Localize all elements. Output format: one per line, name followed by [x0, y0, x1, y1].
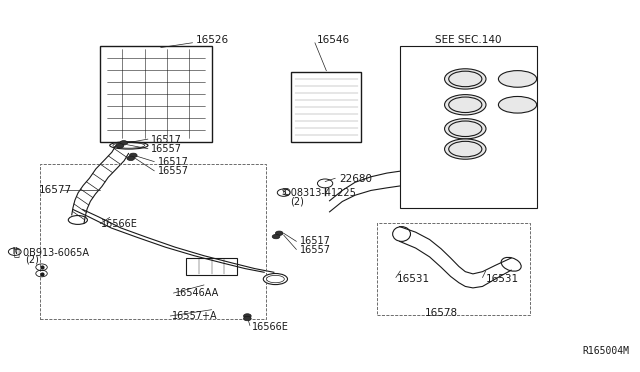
- Bar: [40, 164, 266, 319]
- Ellipse shape: [445, 69, 486, 89]
- Text: 16566E: 16566E: [101, 219, 138, 229]
- Ellipse shape: [445, 94, 486, 115]
- Bar: [399, 46, 537, 208]
- Text: 16577: 16577: [38, 185, 72, 195]
- Text: 16526: 16526: [196, 35, 229, 45]
- Ellipse shape: [445, 119, 486, 139]
- Ellipse shape: [445, 139, 486, 159]
- Text: 22680: 22680: [339, 174, 372, 184]
- Circle shape: [129, 153, 137, 158]
- Circle shape: [244, 314, 251, 318]
- Text: 16546AA: 16546AA: [175, 288, 219, 298]
- Circle shape: [244, 316, 251, 321]
- Bar: [186, 258, 237, 275]
- Text: 16557: 16557: [157, 166, 189, 176]
- Text: SEE SEC.140: SEE SEC.140: [435, 35, 501, 45]
- Bar: [100, 46, 212, 142]
- Circle shape: [127, 156, 134, 161]
- Text: (2): (2): [26, 255, 40, 265]
- Circle shape: [116, 144, 124, 148]
- Circle shape: [120, 141, 127, 145]
- Circle shape: [272, 234, 280, 239]
- Bar: [291, 71, 362, 142]
- Text: 16517: 16517: [300, 236, 330, 246]
- Text: 16546: 16546: [317, 35, 350, 45]
- Text: S: S: [282, 188, 286, 197]
- Ellipse shape: [499, 96, 537, 113]
- Text: ©08313-41225: ©08313-41225: [282, 188, 356, 198]
- Text: 16557: 16557: [151, 144, 182, 154]
- Text: (2): (2): [290, 196, 304, 206]
- Text: 16578: 16578: [424, 308, 458, 318]
- Text: 16557: 16557: [300, 244, 331, 254]
- Text: Ⓝ 0B913-6065A: Ⓝ 0B913-6065A: [14, 247, 89, 257]
- Circle shape: [275, 231, 283, 235]
- Text: R165004M: R165004M: [582, 346, 629, 356]
- Text: 16566E: 16566E: [252, 322, 289, 332]
- Text: 16517: 16517: [157, 157, 188, 167]
- Text: N: N: [12, 247, 17, 256]
- Text: 16557+A: 16557+A: [172, 311, 218, 321]
- Text: 16531: 16531: [396, 274, 429, 284]
- Bar: [378, 223, 531, 315]
- Ellipse shape: [499, 71, 537, 87]
- Text: 16517: 16517: [151, 135, 182, 145]
- Text: 16531: 16531: [486, 274, 519, 284]
